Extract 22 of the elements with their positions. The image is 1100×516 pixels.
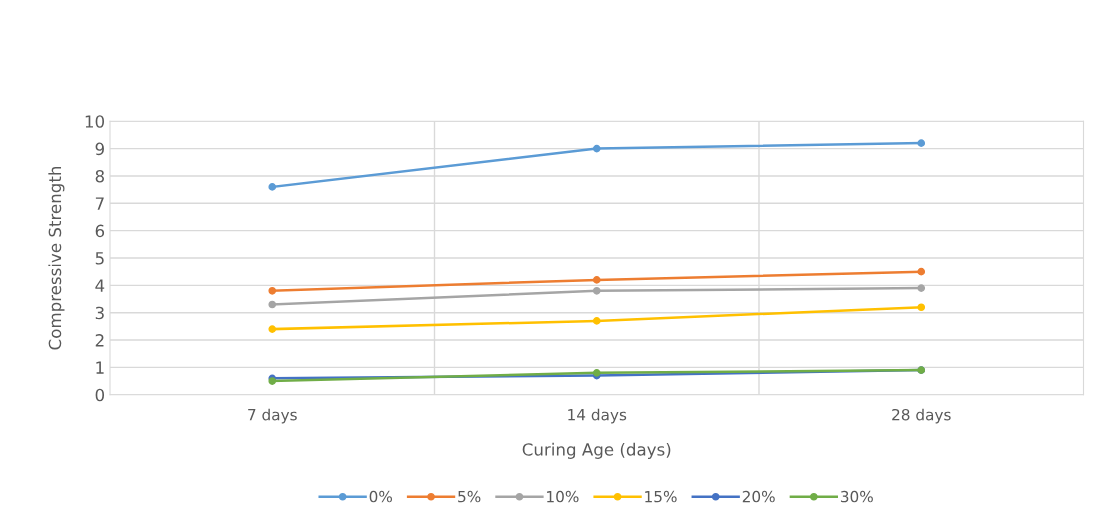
y-tick-label: 8: [95, 169, 104, 183]
y-tick-label: 0: [95, 388, 105, 402]
y-tick-label: 9: [95, 142, 104, 156]
y-tick-label: 1: [96, 361, 104, 374]
y-tick-label: 5: [95, 252, 104, 265]
legend-label: 5%: [458, 490, 481, 503]
x-tick-label: 28 days: [892, 408, 951, 424]
y-tick-label: 7: [95, 197, 104, 210]
y-tick-label: 3: [95, 306, 104, 320]
x-tick-label: 7 days: [248, 408, 297, 424]
y-tick-label: 4: [95, 279, 105, 292]
x-tick-label: 14 days: [568, 408, 627, 424]
y-tick-label: 10: [85, 115, 105, 128]
y-tick-label: 2: [95, 334, 104, 347]
legend-label: 10%: [547, 490, 579, 503]
legend-label: 15%: [645, 490, 677, 503]
legend-label: 0%: [369, 490, 393, 503]
y-axis-title: Compressive Strength: [48, 166, 65, 350]
x-axis-title: Curing Age (days): [522, 442, 671, 459]
legend-label: 20%: [742, 490, 775, 503]
legend-label: 30%: [840, 490, 873, 503]
y-tick-label: 6: [95, 224, 105, 238]
